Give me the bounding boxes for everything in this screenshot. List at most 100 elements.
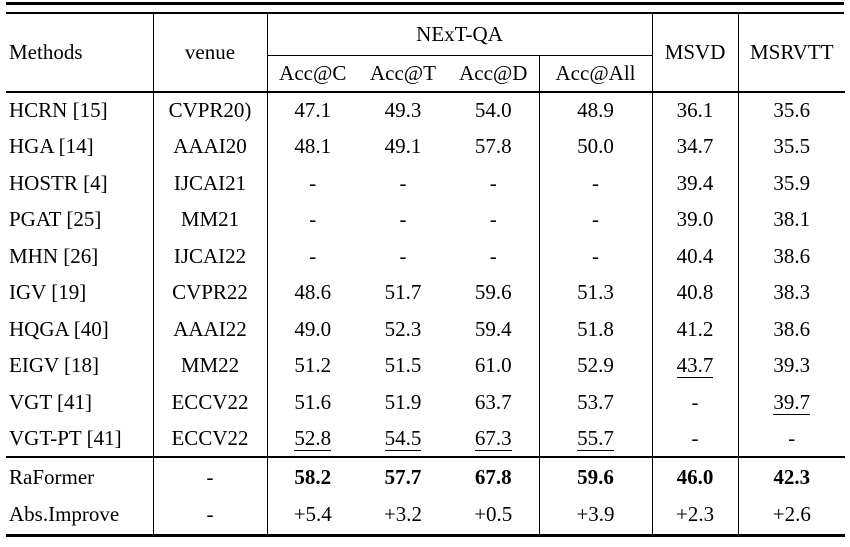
value-cell: -: [539, 165, 653, 202]
table-header: Methods venue NExT-QA MSVD MSRVTT Acc@C …: [6, 14, 846, 93]
col-header-acc-t: Acc@T: [358, 55, 448, 93]
value-cell: 40.8: [652, 274, 739, 311]
value-text: 59.4: [474, 316, 512, 341]
col-header-msvd: MSVD: [652, 14, 739, 93]
value-cell: 38.6: [738, 238, 845, 275]
table-row: HQGA [40] AAAI22 49.0 52.3 59.4 51.8 41.2 38.6: [6, 311, 845, 348]
table-top-double-rule: [6, 2, 844, 14]
value-text: 67.3: [474, 425, 512, 451]
value-text: 49.1: [384, 134, 422, 159]
value-text: -: [309, 170, 317, 195]
value-cell: 55.7: [539, 420, 653, 458]
method-name-cell: MHN [26]: [6, 238, 154, 275]
value-text: 49.3: [384, 98, 422, 123]
method-name-cell: RaFormer: [6, 457, 154, 496]
value-text: 38.6: [773, 316, 811, 341]
value-text: 43.7: [676, 353, 714, 379]
value-cell: 53.7: [539, 384, 653, 421]
method-name-cell: IGV [19]: [6, 274, 154, 311]
method-name-cell: VGT [41]: [6, 384, 154, 421]
value-cell: 39.4: [652, 165, 739, 202]
venue-cell: -: [153, 496, 268, 535]
value-cell: 67.8: [448, 457, 540, 496]
value-cell: 48.1: [267, 129, 358, 166]
value-cell: -: [358, 165, 448, 202]
value-text: 40.8: [676, 280, 714, 305]
table-row: HOSTR [4] IJCAI21 - - - - 39.4 35.9: [6, 165, 845, 202]
venue-cell: AAAI20: [153, 128, 268, 165]
value-cell: +2.3: [652, 496, 739, 535]
value-text: 57.8: [474, 134, 512, 159]
value-text: +3.9: [576, 502, 615, 527]
method-name-cell: EIGV [18]: [6, 347, 154, 384]
value-text: 61.0: [474, 353, 512, 378]
value-text: 41.2: [676, 316, 714, 341]
table-footer: RaFormer - 58.2 57.7 67.8 59.6 46.0 42.3 Abs.Imp…: [6, 457, 845, 535]
value-cell: 54.5: [358, 420, 448, 458]
value-cell: 46.0: [652, 457, 739, 496]
value-cell: 52.9: [539, 347, 653, 384]
value-text: 59.6: [474, 280, 512, 305]
value-cell: 42.3: [738, 457, 845, 496]
value-cell: -: [448, 165, 540, 202]
table-row: IGV [19] CVPR22 48.6 51.7 59.6 51.3 40.8 38.3: [6, 274, 845, 311]
venue-cell: MM22: [153, 347, 268, 384]
value-cell: 58.2: [267, 457, 358, 496]
col-header-acc-d: Acc@D: [448, 55, 540, 93]
value-text: -: [309, 207, 317, 232]
col-header-msrvtt: MSRVTT: [738, 14, 846, 93]
value-cell: +0.5: [448, 496, 540, 535]
value-text: 35.5: [773, 134, 811, 159]
value-text: 48.6: [294, 280, 332, 305]
value-cell: +2.6: [738, 496, 845, 535]
value-cell: -: [358, 202, 448, 239]
value-cell: 51.5: [358, 348, 448, 385]
value-text: 38.1: [773, 207, 811, 232]
venue-cell: IJCAI22: [153, 238, 268, 275]
value-text: -: [788, 425, 796, 450]
value-cell: -: [652, 420, 739, 458]
header-row-groups: Methods venue NExT-QA MSVD MSRVTT: [6, 14, 846, 93]
results-table: Methods venue NExT-QA MSVD MSRVTT Acc@C …: [6, 14, 846, 537]
value-text: -: [399, 207, 407, 232]
value-cell: 35.9: [738, 165, 845, 202]
table-row: HGA [14] AAAI20 48.1 49.1 57.8 50.0 34.7 35.5: [6, 128, 845, 166]
venue-cell: MM21: [153, 201, 268, 238]
venue-cell: ECCV22: [153, 420, 268, 458]
value-text: 52.9: [577, 353, 614, 378]
value-text: -: [489, 207, 497, 232]
value-text: 46.0: [676, 464, 714, 489]
value-text: -: [592, 207, 600, 232]
venue-cell: IJCAI21: [153, 165, 268, 202]
value-text: -: [592, 170, 600, 195]
value-cell: +5.4: [267, 496, 358, 535]
value-cell: -: [738, 420, 846, 458]
method-name-cell: HGA [14]: [6, 128, 154, 165]
value-cell: 57.8: [448, 128, 540, 165]
value-text: 35.9: [773, 170, 811, 195]
value-cell: 49.3: [358, 92, 448, 129]
value-text: 51.8: [577, 316, 614, 341]
value-text: 59.6: [577, 464, 614, 489]
method-name-cell: PGAT [25]: [6, 201, 154, 238]
value-cell: 51.2: [267, 348, 358, 385]
venue-cell: AAAI22: [153, 311, 268, 348]
value-text: -: [399, 170, 407, 195]
col-header-acc-c: Acc@C: [267, 55, 358, 93]
value-text: 55.7: [577, 425, 614, 451]
value-text: 34.7: [676, 134, 714, 159]
value-text: +2.3: [675, 502, 715, 527]
value-cell: 52.3: [358, 311, 448, 348]
value-text: 36.1: [676, 98, 714, 123]
value-text: 38.3: [773, 280, 811, 305]
value-text: 52.8: [294, 425, 332, 451]
method-name-cell: HQGA [40]: [6, 311, 154, 348]
value-cell: 35.5: [738, 129, 845, 166]
value-text: 67.8: [474, 464, 512, 489]
method-name-cell: Abs.Improve: [6, 496, 154, 535]
venue-cell: CVPR22: [153, 274, 268, 311]
value-cell: 49.1: [358, 129, 448, 166]
value-text: 40.4: [676, 243, 714, 268]
venue-cell: CVPR20): [153, 92, 268, 129]
